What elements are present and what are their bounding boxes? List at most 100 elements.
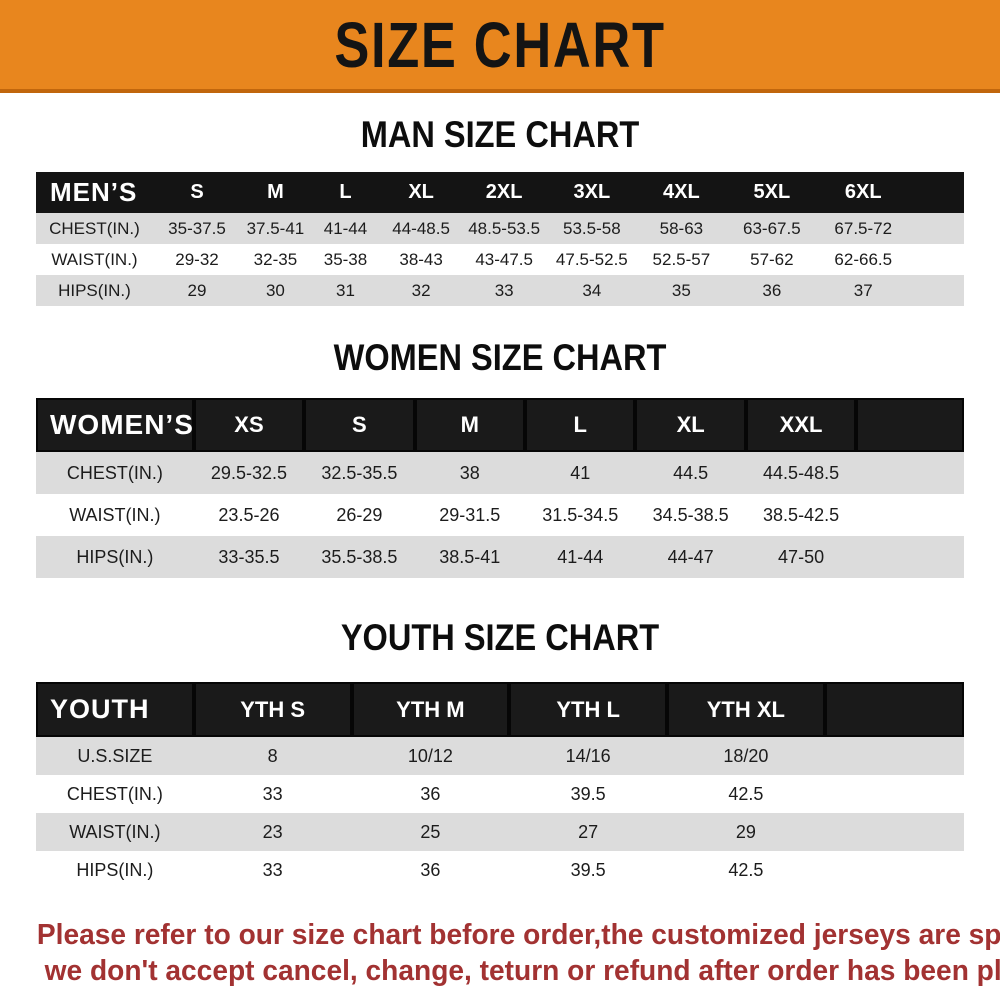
- size-column-header: XL: [381, 172, 461, 213]
- measurement-row-label: CHEST(IN.): [66, 462, 163, 483]
- order-policy-line-1: Please refer to our size chart before or…: [36, 919, 1000, 951]
- youth-size-chart-section: YOUTH SIZE CHART YOUTH YTH S YTH M YTH L YTH…: [0, 618, 1000, 889]
- youth-section-heading: YOUTH SIZE CHART: [340, 617, 660, 658]
- size-value-cell: 29.5-32.5: [210, 462, 287, 483]
- size-value-cell: 57-62: [750, 249, 794, 269]
- size-column-header: 6XL: [817, 172, 910, 213]
- men-size-chart-section: MAN SIZE CHART MEN’S S M L XL 2XL 3XL 4XL 5XL 6XL…: [0, 115, 1000, 306]
- size-value-cell: 31: [336, 280, 355, 300]
- size-value-cell: 8: [267, 745, 278, 766]
- size-value-cell: 29-31.5: [439, 504, 501, 525]
- size-value-cell: 26-29: [336, 504, 383, 525]
- size-value-cell: 29: [735, 821, 756, 842]
- size-column-header: 4XL: [636, 172, 727, 213]
- row-spacer-cell: [825, 813, 964, 851]
- measurement-row-label: WAIST(IN.): [69, 504, 161, 525]
- size-value-cell: 38: [459, 462, 480, 483]
- size-value-cell: 58-63: [659, 218, 704, 238]
- measurement-row: HIPS(IN.) 33 36 39.5 42.5: [36, 851, 964, 889]
- size-column-header: S: [152, 172, 242, 213]
- measurement-row-label: WAIST(IN.): [51, 249, 138, 269]
- measurement-row-label: HIPS(IN.): [76, 859, 154, 880]
- measurement-row-label: CHEST(IN.): [49, 218, 140, 238]
- measurement-row: WAIST(IN.) 29-32 32-35 35-38 38-43 43-47.5 47.…: [36, 244, 964, 275]
- size-column-header: 2XL: [461, 172, 548, 213]
- measurement-row: WAIST(IN.) 23 25 27 29: [36, 813, 964, 851]
- size-column-header: YTH M: [351, 682, 510, 737]
- size-value-cell: 39.5: [570, 859, 606, 880]
- row-spacer-cell: [909, 275, 964, 306]
- table-group-label: MEN’S: [36, 172, 153, 213]
- size-value-cell: 29-32: [175, 249, 219, 269]
- size-value-cell: 33: [494, 280, 514, 300]
- size-column-header: M: [414, 398, 526, 452]
- women-section-heading: WOMEN SIZE CHART: [333, 337, 667, 378]
- order-policy-note: Please refer to our size chart before or…: [0, 917, 1000, 989]
- size-value-cell: 37.5-41: [246, 218, 305, 238]
- row-spacer-cell: [825, 851, 964, 889]
- page-title: SIZE CHART: [334, 8, 666, 81]
- size-value-cell: 44-48.5: [392, 218, 450, 238]
- size-value-cell: 36: [762, 280, 782, 300]
- size-column-header: L: [309, 172, 382, 213]
- row-spacer-cell: [825, 737, 964, 775]
- size-value-cell: 41-44: [323, 218, 368, 238]
- size-value-cell: 10/12: [407, 745, 453, 766]
- size-value-cell: 33-35.5: [218, 546, 280, 567]
- size-table-header-row: MEN’S S M L XL 2XL 3XL 4XL 5XL 6XL: [36, 172, 964, 213]
- size-value-cell: 25: [420, 821, 441, 842]
- size-column-header: YTH L: [509, 682, 667, 737]
- size-value-cell: 67.5-72: [834, 218, 893, 238]
- size-column-header: YTH XL: [667, 682, 825, 737]
- size-value-cell: 36: [420, 859, 441, 880]
- header-spacer-cell: [909, 172, 964, 213]
- size-value-cell: 18/20: [723, 745, 769, 766]
- measurement-row: HIPS(IN.) 33-35.5 35.5-38.5 38.5-41 41-44 44-…: [36, 536, 964, 578]
- size-table-header-row: WOMEN’S XS S M L XL XXL: [36, 398, 964, 452]
- size-column-header: S: [304, 398, 415, 452]
- size-value-cell: 31.5-34.5: [542, 504, 619, 525]
- measurement-row-label: HIPS(IN.): [58, 280, 131, 300]
- order-policy-line-2: we don't accept cancel, change, teturn o…: [44, 955, 1000, 987]
- size-value-cell: 34: [582, 280, 602, 300]
- banner: SIZE CHART: [0, 0, 1000, 93]
- row-spacer-cell: [856, 452, 964, 494]
- measurement-row-label: HIPS(IN.): [76, 546, 154, 567]
- size-value-cell: 53.5-58: [563, 218, 621, 238]
- size-value-cell: 35-37.5: [168, 218, 226, 238]
- size-value-cell: 62-66.5: [834, 249, 893, 269]
- table-group-label: YOUTH: [36, 682, 194, 737]
- size-table-header-row: YOUTH YTH S YTH M YTH L YTH XL: [36, 682, 964, 737]
- measurement-row-label: U.S.SIZE: [77, 745, 153, 766]
- size-value-cell: 44-47: [667, 546, 714, 567]
- size-value-cell: 39.5: [570, 783, 606, 804]
- row-spacer-cell: [909, 213, 964, 244]
- size-value-cell: 23.5-26: [218, 504, 280, 525]
- size-value-cell: 36: [420, 783, 441, 804]
- size-column-header: YTH S: [193, 682, 352, 737]
- size-value-cell: 34.5-38.5: [652, 504, 729, 525]
- size-value-cell: 37: [853, 280, 873, 300]
- measurement-row: U.S.SIZE 8 10/12 14/16 18/20: [36, 737, 964, 775]
- size-value-cell: 33: [262, 859, 283, 880]
- size-value-cell: 42.5: [728, 783, 764, 804]
- size-value-cell: 14/16: [565, 745, 611, 766]
- size-column-header: XS: [193, 398, 305, 452]
- size-value-cell: 33: [262, 783, 283, 804]
- row-spacer-cell: [856, 536, 964, 578]
- size-value-cell: 48.5-53.5: [468, 218, 541, 238]
- size-value-cell: 47-50: [778, 546, 825, 567]
- measurement-row-label: CHEST(IN.): [66, 783, 163, 804]
- men-section-heading: MAN SIZE CHART: [360, 114, 640, 155]
- size-value-cell: 43-47.5: [475, 249, 533, 269]
- row-spacer-cell: [909, 244, 964, 275]
- size-value-cell: 35.5-38.5: [321, 546, 398, 567]
- size-column-header: M: [241, 172, 310, 213]
- table-group-label: WOMEN’S: [36, 398, 194, 452]
- size-value-cell: 42.5: [728, 859, 764, 880]
- size-value-cell: 44.5: [673, 462, 709, 483]
- size-value-cell: 27: [578, 821, 599, 842]
- size-value-cell: 32-35: [253, 249, 298, 269]
- measurement-row: CHEST(IN.) 29.5-32.5 32.5-35.5 38 41 44.5 44.5…: [36, 452, 964, 494]
